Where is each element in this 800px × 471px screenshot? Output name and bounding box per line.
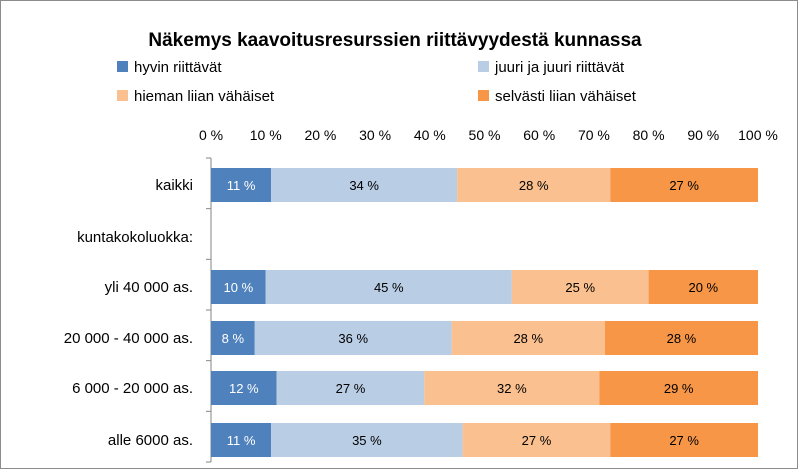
data-label: 28 %: [519, 178, 549, 193]
x-tick-label: 100 %: [738, 127, 778, 143]
x-tick-label: 30 %: [359, 127, 391, 143]
category-label: alle 6000 as.: [108, 432, 193, 449]
bar-segment-hieman-liian-v-h-iset: [462, 423, 611, 457]
bar-segment-selv-sti-liian-v-h-iset: [610, 423, 758, 457]
category-labels: kaikki kuntakokoluokka: yli 40 000 as. 20 0…: [64, 177, 193, 449]
bar-segment-juuri-ja-juuri-riitt-v-t: [271, 423, 463, 457]
data-label: 11 %: [227, 178, 256, 193]
x-axis-ticks: 0 % 10 % 20 % 30 % 40 % 50 % 60 % 70 % 80 % 90 % 1…: [199, 127, 778, 143]
data-label: 20 %: [688, 280, 718, 295]
legend-label-selv-sti-liian-v-h-iset: selvästi liian vähäiset: [495, 88, 637, 105]
legend-label-hieman-liian-v-h-iset: hieman liian vähäiset: [134, 88, 275, 105]
bar-segment-selv-sti-liian-v-h-iset: [610, 168, 758, 202]
x-tick-label: 50 %: [469, 127, 501, 143]
data-label: 28 %: [667, 331, 697, 346]
data-label: 28 %: [513, 331, 543, 346]
bar-segment-selv-sti-liian-v-h-iset: [648, 270, 758, 304]
legend-swatch-hyvin-riitt-v-t: [117, 61, 128, 72]
bar-segment-hyvin-riitt-v-t: [211, 270, 266, 304]
category-label: kuntakokoluokka:: [77, 229, 193, 246]
category-label: yli 40 000 as.: [105, 279, 193, 296]
x-tick-label: 0 %: [199, 127, 223, 143]
data-label: 27 %: [336, 381, 366, 396]
x-tick-label: 20 %: [304, 127, 336, 143]
legend-label-juuri-ja-juuri-riitt-v-t: juuri ja juuri riittävät: [494, 59, 625, 76]
axis: [206, 157, 212, 463]
legend: hyvin riittävät juuri ja juuri riittävät h…: [117, 59, 637, 105]
category-label: kaikki: [155, 177, 193, 194]
data-label: 45 %: [374, 280, 404, 295]
category-label: 6 000 - 20 000 as.: [72, 380, 193, 397]
bars: 11 % 34 % 28 % 27 % 10 % 45 % 25 % 20 % 8 % 36 % 2…: [211, 168, 758, 457]
legend-swatch-selv-sti-liian-v-h-iset: [478, 90, 489, 101]
bar-segment-hieman-liian-v-h-iset: [451, 321, 605, 355]
bar-segment-hieman-liian-v-h-iset: [457, 168, 611, 202]
bar-segment-hyvin-riitt-v-t: [211, 168, 272, 202]
data-label: 36 %: [338, 331, 368, 346]
x-tick-label: 80 %: [633, 127, 665, 143]
legend-label-hyvin-riitt-v-t: hyvin riittävät: [134, 59, 222, 76]
bar-segment-hieman-liian-v-h-iset: [511, 270, 649, 304]
x-tick-label: 90 %: [687, 127, 719, 143]
x-tick-label: 40 %: [414, 127, 446, 143]
bar-segment-juuri-ja-juuri-riitt-v-t: [265, 270, 512, 304]
bar-segment-juuri-ja-juuri-riitt-v-t: [276, 371, 425, 405]
data-label: 25 %: [565, 280, 595, 295]
chart-title: Näkemys kaavoitusresurssien riittävyydes…: [148, 30, 642, 51]
bar-segment-hyvin-riitt-v-t: [211, 371, 277, 405]
legend-swatch-hieman-liian-v-h-iset: [117, 90, 128, 101]
data-label: 32 %: [497, 381, 527, 396]
bar-segment-selv-sti-liian-v-h-iset: [604, 321, 758, 355]
data-label: 11 %: [227, 433, 256, 448]
data-label: 34 %: [349, 178, 379, 193]
data-label: 27 %: [669, 178, 699, 193]
bar-segment-juuri-ja-juuri-riitt-v-t: [254, 321, 452, 355]
bar-segment-hyvin-riitt-v-t: [211, 321, 255, 355]
x-tick-label: 10 %: [250, 127, 282, 143]
bar-segment-juuri-ja-juuri-riitt-v-t: [271, 168, 458, 202]
data-label: 27 %: [522, 433, 552, 448]
data-label: 12 %: [229, 381, 259, 396]
x-tick-label: 70 %: [578, 127, 610, 143]
x-tick-label: 60 %: [523, 127, 555, 143]
category-label: 20 000 - 40 000 as.: [64, 330, 193, 347]
bar-segment-selv-sti-liian-v-h-iset: [599, 371, 758, 405]
bar-segment-hieman-liian-v-h-iset: [424, 371, 600, 405]
data-label: 8 %: [222, 331, 245, 346]
data-label: 10 %: [224, 280, 254, 295]
legend-swatch-juuri-ja-juuri-riitt-v-t: [478, 61, 489, 72]
data-label: 27 %: [669, 433, 699, 448]
bar-segment-hyvin-riitt-v-t: [211, 423, 272, 457]
data-label: 29 %: [664, 381, 694, 396]
data-label: 35 %: [352, 433, 382, 448]
